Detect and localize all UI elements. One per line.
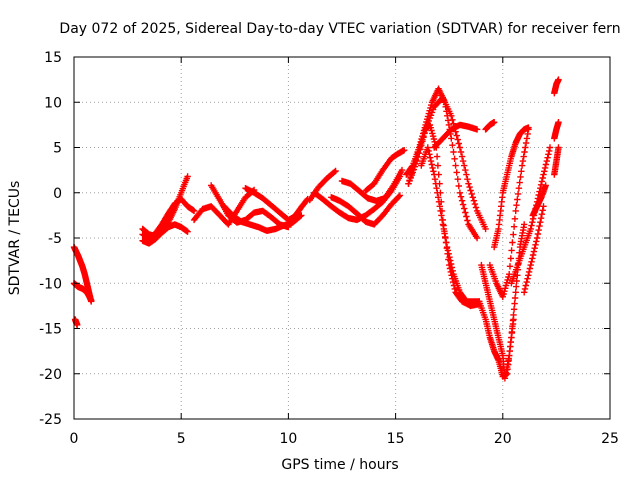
data-point (139, 195, 198, 242)
x-tick-label: 5 (177, 431, 186, 447)
data-point (139, 221, 191, 247)
x-tick-label: 25 (601, 431, 619, 447)
y-axis-ticks: -25 -20 -15 -10 -5 0 5 10 15 (39, 50, 610, 428)
data-series (71, 316, 81, 329)
data-point (338, 166, 406, 205)
data-series (486, 126, 532, 300)
data-point (71, 316, 81, 329)
data-points (70, 76, 562, 382)
data-series (362, 147, 408, 195)
data-point (486, 126, 532, 300)
data-series (285, 195, 311, 229)
data-point (478, 261, 517, 382)
y-tick-label: -10 (39, 276, 62, 292)
y-tick-label: 15 (44, 50, 62, 66)
x-axis-label: GPS time / hours (281, 457, 398, 473)
data-series (551, 144, 562, 178)
y-tick-label: 5 (53, 141, 62, 157)
data-point (328, 192, 404, 228)
data-point (551, 144, 562, 178)
data-point (551, 119, 562, 142)
x-tick-label: 20 (494, 431, 512, 447)
data-series (139, 195, 198, 242)
data-point (521, 203, 547, 296)
data-series (338, 166, 406, 205)
data-point (362, 147, 408, 195)
data-series (551, 119, 562, 142)
data-series (529, 182, 549, 219)
data-series (482, 119, 498, 133)
x-tick-label: 15 (387, 431, 405, 447)
y-tick-label: -15 (39, 322, 62, 338)
data-point (482, 119, 498, 133)
x-axis-ticks: 0 5 10 15 20 25 (70, 57, 619, 447)
y-tick-label: 10 (44, 95, 62, 111)
grid (74, 57, 610, 419)
data-series (328, 192, 404, 228)
data-point (551, 76, 562, 97)
data-point (529, 182, 549, 219)
data-series (491, 124, 532, 251)
x-tick-label: 0 (70, 431, 79, 447)
y-tick-label: -20 (39, 367, 62, 383)
y-tick-label: 0 (53, 186, 62, 202)
y-axis-label: SDTVAR / TECUs (7, 181, 23, 296)
data-series (418, 144, 483, 305)
chart-title: Day 072 of 2025, Sidereal Day-to-day VTE… (59, 21, 620, 37)
data-series (521, 203, 547, 296)
x-tick-label: 10 (279, 431, 297, 447)
data-point (418, 144, 483, 305)
y-tick-label: -25 (39, 412, 62, 428)
y-tick-label: -5 (48, 231, 62, 247)
data-series (478, 261, 517, 382)
data-point (285, 195, 311, 229)
data-series (139, 221, 191, 247)
data-point (491, 124, 532, 251)
data-series (551, 76, 562, 97)
